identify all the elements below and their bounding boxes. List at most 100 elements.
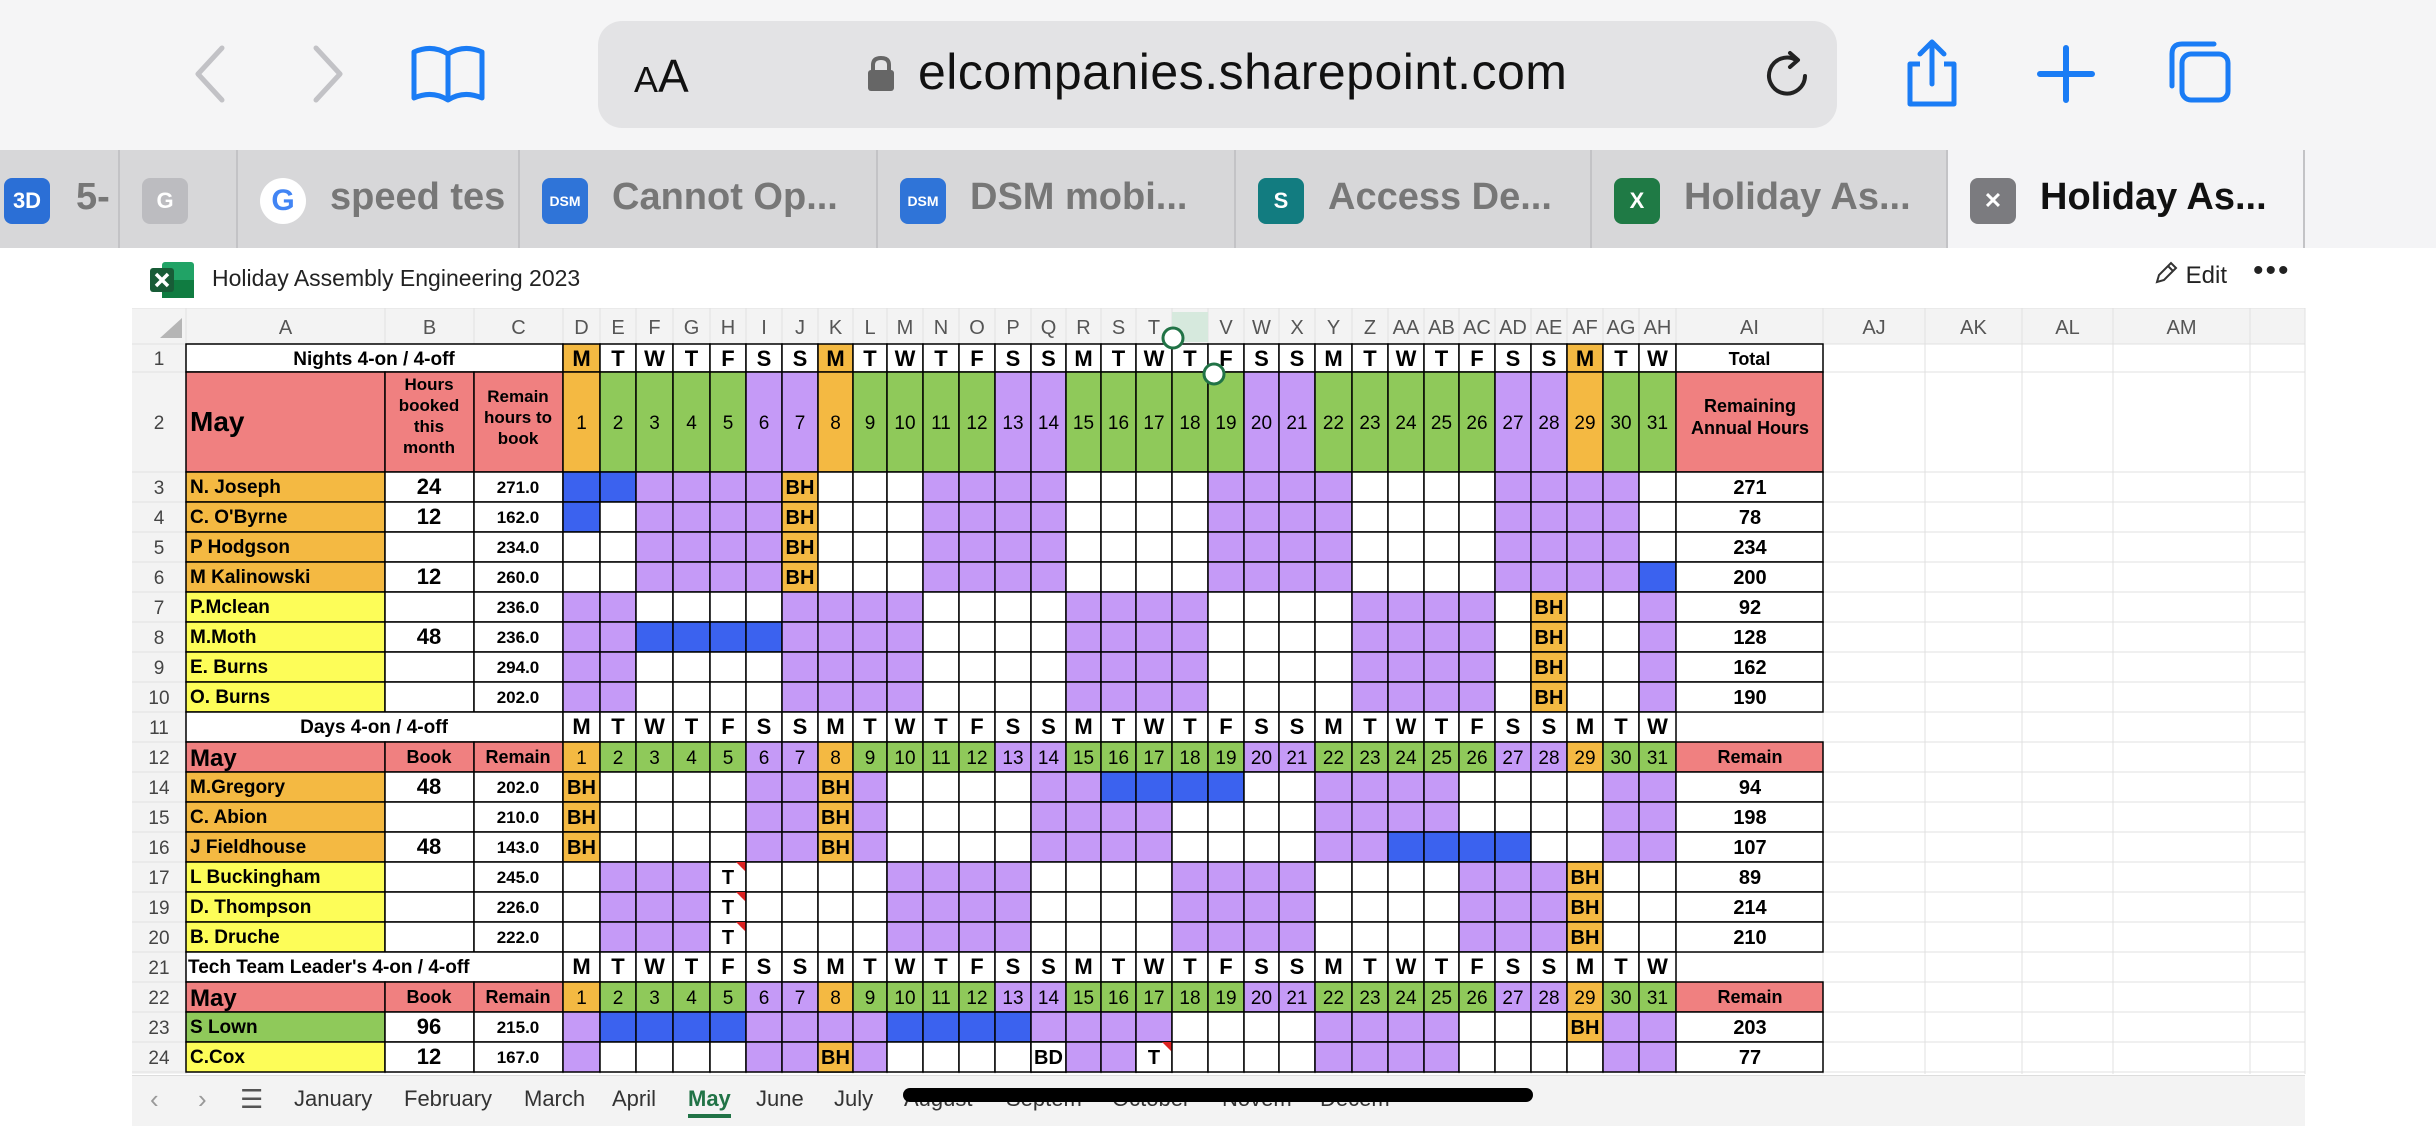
day-cell (745, 681, 783, 713)
day-cell (1243, 831, 1280, 863)
sheet-tab-july[interactable]: July (834, 1086, 874, 1111)
weekday-letter: M (1074, 714, 1092, 739)
day-cell (1207, 891, 1245, 923)
browser-tab-5[interactable]: DSM DSM mobi... (878, 150, 1236, 248)
next-sheet-icon[interactable]: › (198, 1084, 207, 1114)
row-number: 16 (148, 838, 169, 859)
tab-bar-spacer (2305, 150, 2436, 248)
section-title: Nights 4-on / 4-off (293, 349, 455, 370)
day-cell (1638, 831, 1677, 863)
day-cell (1314, 651, 1353, 683)
spreadsheet-grid[interactable]: ABCDEFGHIJKLMNOPQRSTUVWXYZAAABACADAEAFAG… (0, 308, 2436, 1074)
weekday-cell (958, 343, 996, 373)
day-cell (1278, 651, 1316, 683)
browser-tab-7[interactable]: X Holiday As... (1592, 150, 1948, 248)
day-cell (1494, 921, 1532, 953)
column-header-bar (132, 308, 2305, 344)
column-letter: W (1252, 317, 1271, 339)
sheet-tab-february[interactable]: February (404, 1086, 493, 1111)
browser-tab-2[interactable]: G (120, 150, 238, 248)
sheet-list-icon[interactable]: ☰ (240, 1084, 264, 1114)
day-cell (672, 471, 711, 503)
back-icon[interactable] (176, 38, 248, 110)
day-cell (1314, 1041, 1353, 1073)
browser-tab-4[interactable]: DSM Cannot Op... (520, 150, 878, 248)
day-cell (1171, 651, 1209, 683)
selection-handle (1202, 362, 1226, 386)
weekday-cell (1135, 951, 1173, 983)
day-cell (1602, 771, 1640, 803)
lock-icon (866, 55, 896, 93)
employee-name-cell (185, 861, 386, 893)
tabs-overview-icon[interactable] (2164, 38, 2236, 110)
day-cell (709, 1041, 747, 1073)
sheet-tab-june[interactable]: June (756, 1086, 804, 1111)
forward-icon[interactable] (290, 38, 362, 110)
annual-remaining-value: 107 (1733, 837, 1766, 859)
bank-holiday-label: BH (1535, 597, 1564, 619)
close-tab-icon[interactable]: ✕ (1970, 178, 2016, 224)
share-icon[interactable] (1896, 38, 1968, 110)
day-cell (1638, 681, 1677, 713)
reader-text-size-button[interactable]: AA (634, 50, 689, 102)
day-cell (1207, 531, 1245, 563)
day-cell (1638, 651, 1677, 683)
sheet-tab-january[interactable]: January (294, 1086, 373, 1111)
column-letter: P (1006, 317, 1019, 339)
weekday-letter: M (826, 714, 844, 739)
prev-sheet-icon[interactable]: ‹ (150, 1084, 159, 1114)
day-cell (672, 501, 711, 533)
day-cell (922, 1041, 960, 1073)
new-tab-icon[interactable] (2030, 38, 2102, 110)
day-cell (1530, 531, 1568, 563)
remain-cell (473, 1011, 564, 1043)
day-cell (1458, 531, 1496, 563)
day-cell (599, 1011, 637, 1043)
day-cell (1423, 561, 1460, 593)
day-cell (1314, 531, 1353, 563)
remain-header-cell (473, 981, 564, 1013)
hours-booked-header-line: month (403, 438, 455, 457)
day-cell (1314, 561, 1353, 593)
column-letter: AM (2167, 317, 2197, 339)
day-cell (958, 831, 996, 863)
browser-tab-1[interactable]: 3D 5- (0, 150, 120, 248)
day-cell (958, 621, 996, 653)
address-bar[interactable]: AA elcompanies.sharepoint.com (598, 21, 1837, 128)
annual-remaining-value: 214 (1733, 897, 1767, 919)
date-number: 17 (1143, 988, 1164, 1009)
remain-cell (473, 651, 564, 683)
weekday-letter: T (1112, 954, 1126, 979)
weekday-letter: T (1183, 954, 1197, 979)
day-cell (709, 561, 747, 593)
weekday-cell (1387, 343, 1425, 373)
day-cell (781, 651, 819, 683)
day-cell (922, 591, 960, 623)
sheet-tab-april[interactable]: April (612, 1086, 657, 1111)
column-letter: I (761, 317, 767, 339)
more-options-button[interactable]: ••• (2253, 254, 2291, 287)
day-cell (709, 1011, 747, 1043)
sheet-tab-may[interactable]: May (688, 1086, 731, 1118)
edit-button[interactable]: Edit (2153, 260, 2227, 290)
reload-icon[interactable] (1758, 47, 1816, 105)
bank-holiday-label: BH (1571, 1017, 1600, 1039)
day-cell (1602, 621, 1640, 653)
weekday-cell (817, 951, 854, 983)
date-number: 9 (865, 748, 876, 769)
day-cell (1100, 921, 1137, 953)
t-label: T (722, 927, 734, 949)
annual-header-line: Remaining (1704, 396, 1796, 416)
day-cell (599, 801, 637, 833)
browser-tab-6[interactable]: S Access De... (1236, 150, 1592, 248)
date-number: 16 (1108, 988, 1129, 1009)
sheet-tab-march[interactable]: March (524, 1086, 586, 1111)
bookmarks-icon[interactable] (408, 38, 488, 110)
day-cell (1387, 831, 1425, 863)
day-cell (1602, 861, 1640, 893)
day-cell (1387, 681, 1425, 713)
browser-tab-8[interactable]: ✕ Holiday As... (1948, 150, 2305, 248)
comment-marker-icon (1162, 1042, 1172, 1052)
date-cell (1030, 741, 1067, 773)
